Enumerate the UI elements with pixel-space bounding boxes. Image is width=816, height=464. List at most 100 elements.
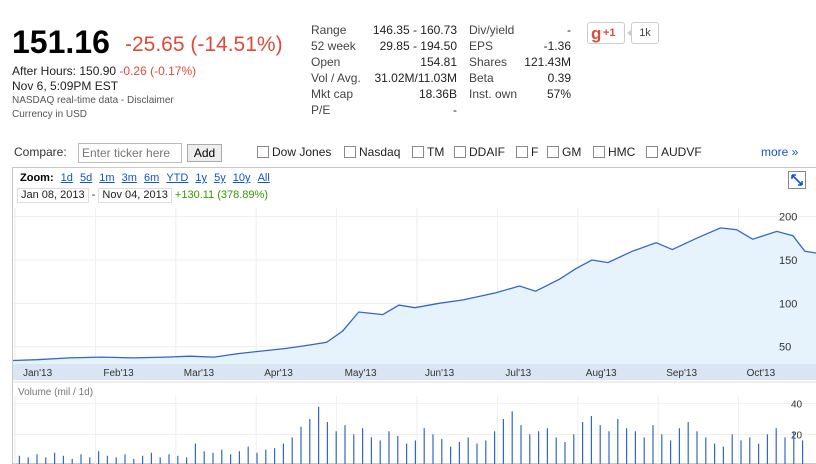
compare-checkbox-f[interactable]: F bbox=[516, 145, 538, 159]
zoom-bar: Zoom: 1d 5d 1m 3m 6m YTD 1y 5y 10y All bbox=[20, 172, 270, 184]
compare-ticker-input[interactable] bbox=[78, 143, 182, 163]
stat-row: Shares 121.43M bbox=[469, 54, 571, 70]
compare-checkbox-hmc[interactable]: HMC bbox=[593, 145, 635, 159]
stat-row: Range 146.35 - 160.73 bbox=[311, 22, 457, 38]
currency-note: Currency in USD bbox=[12, 109, 88, 120]
volume-tick-label: 20 bbox=[791, 430, 803, 441]
zoom-option-5y[interactable]: 5y bbox=[214, 172, 226, 184]
end-date-field[interactable]: Nov 04, 2013 bbox=[98, 188, 172, 203]
zoom-option-1y[interactable]: 1y bbox=[195, 172, 208, 184]
stat-label: Inst. own bbox=[469, 87, 518, 101]
price-change: -25.65 (-14.51%) bbox=[125, 33, 283, 56]
stat-row: EPS -1.36 bbox=[469, 38, 571, 54]
checkbox-icon[interactable] bbox=[646, 146, 658, 158]
volume-tick-label: 40 bbox=[791, 400, 803, 411]
stat-label: Div/yield bbox=[469, 23, 515, 37]
stat-label: Shares bbox=[469, 55, 508, 69]
x-axis-band bbox=[13, 364, 816, 380]
checkbox-icon[interactable] bbox=[344, 146, 356, 158]
quote-timestamp: Nov 6, 5:09PM EST bbox=[12, 79, 119, 93]
google-plus-one-button[interactable]: g +1 bbox=[587, 22, 625, 44]
stat-row: Beta 0.39 bbox=[469, 70, 571, 86]
plus-one-count: 1k bbox=[627, 22, 659, 44]
x-tick-label: Feb'13 bbox=[103, 368, 134, 379]
zoom-option-1m[interactable]: 1m bbox=[99, 172, 115, 184]
add-ticker-button[interactable]: Add bbox=[187, 144, 222, 162]
zoom-option-5d[interactable]: 5d bbox=[79, 172, 93, 184]
chart-canvas[interactable]: 50 100 150 200 Jan'13 Feb'13 Mar'13 Apr'13 May'1… bbox=[13, 168, 816, 464]
key-stats-right: Div/yield - EPS -1.36 Shares 121.43M Beta 0.… bbox=[469, 22, 571, 102]
date-separator: - bbox=[91, 189, 96, 201]
stat-value: 29.85 - 194.50 bbox=[379, 39, 457, 53]
after-hours-change: -0.26 (-0.17%) bbox=[119, 64, 197, 78]
compare-ticker-label: HMC bbox=[608, 145, 636, 159]
compare-ticker-label: F bbox=[531, 145, 539, 159]
stat-row: Inst. own 57% bbox=[469, 86, 571, 102]
compare-checkbox-gm[interactable]: GM bbox=[547, 145, 581, 159]
stat-label: Range bbox=[311, 23, 347, 37]
stat-value: 18.36B bbox=[418, 87, 457, 101]
compare-ticker-label: Nasdaq bbox=[359, 145, 401, 159]
after-hours-price: 150.90 bbox=[79, 64, 117, 78]
x-tick-label: Aug'13 bbox=[586, 368, 617, 379]
stat-label: 52 week bbox=[311, 39, 356, 53]
stat-row: P/E - bbox=[311, 102, 457, 118]
compare-checkbox-nasdaq[interactable]: Nasdaq bbox=[344, 145, 400, 159]
volume-label: Volume (mil / 1d) bbox=[18, 387, 94, 398]
plus-one-label: +1 bbox=[603, 27, 616, 39]
compare-ticker-label: Dow Jones bbox=[272, 145, 332, 159]
zoom-option-6m[interactable]: 6m bbox=[143, 172, 160, 184]
after-hours: After Hours: 150.90 -0.26 (-0.17%) bbox=[12, 64, 196, 78]
checkbox-icon[interactable] bbox=[412, 146, 424, 158]
disclaimer-link[interactable]: NASDAQ real-time data - Disclaimer bbox=[12, 95, 174, 106]
price-chart: Zoom: 1d 5d 1m 3m 6m YTD 1y 5y 10y All J… bbox=[12, 167, 816, 464]
y-tick-label: 150 bbox=[779, 255, 797, 267]
checkbox-icon[interactable] bbox=[516, 146, 528, 158]
stat-value: -1.36 bbox=[543, 39, 571, 53]
checkbox-icon[interactable] bbox=[593, 146, 605, 158]
stat-row: Mkt cap 18.36B bbox=[311, 86, 457, 102]
stat-value: - bbox=[567, 23, 571, 37]
stat-value: 121.43M bbox=[524, 55, 571, 69]
compare-checkbox-audvf[interactable]: AUDVF bbox=[646, 145, 702, 159]
stat-row: 52 week 29.85 - 194.50 bbox=[311, 38, 457, 54]
zoom-option-10y[interactable]: 10y bbox=[232, 172, 251, 184]
stat-value: 0.39 bbox=[547, 71, 571, 85]
compare-checkbox-dow-jones[interactable]: Dow Jones bbox=[257, 145, 331, 159]
stat-row: Div/yield - bbox=[469, 22, 571, 38]
stat-value: 31.02M/11.03M bbox=[374, 71, 458, 85]
start-date-field[interactable]: Jan 08, 2013 bbox=[17, 188, 89, 203]
checkbox-icon[interactable] bbox=[454, 146, 466, 158]
stat-label: EPS bbox=[469, 39, 494, 53]
stat-row: Vol / Avg. 31.02M/11.03M bbox=[311, 70, 457, 86]
compare-ticker-label: AUDVF bbox=[661, 145, 702, 159]
compare-ticker-label: TM bbox=[427, 145, 445, 159]
compare-ticker-label: DDAIF bbox=[469, 145, 505, 159]
x-tick-label: Jan'13 bbox=[23, 368, 53, 379]
stat-label: Beta bbox=[469, 71, 494, 85]
stat-label: Vol / Avg. bbox=[311, 71, 361, 85]
stat-row: Open 154.81 bbox=[311, 54, 457, 70]
checkbox-icon[interactable] bbox=[257, 146, 269, 158]
zoom-option-all[interactable]: All bbox=[257, 172, 270, 184]
zoom-option-1d[interactable]: 1d bbox=[60, 172, 73, 184]
x-tick-label: Apr'13 bbox=[264, 368, 293, 379]
price-line bbox=[13, 227, 816, 362]
compare-checkbox-ddaif[interactable]: DDAIF bbox=[454, 145, 505, 159]
after-hours-label: After Hours: bbox=[12, 64, 77, 78]
x-tick-label: Jul'13 bbox=[505, 368, 531, 379]
compare-checkbox-tm[interactable]: TM bbox=[412, 145, 444, 159]
checkbox-icon[interactable] bbox=[547, 146, 559, 158]
expand-chart-button[interactable] bbox=[788, 171, 806, 189]
y-tick-label: 200 bbox=[779, 212, 797, 224]
stat-value: 146.35 - 160.73 bbox=[372, 23, 457, 37]
stat-label: Mkt cap bbox=[311, 87, 354, 101]
last-price: 151.16 bbox=[12, 24, 110, 60]
zoom-option-3m[interactable]: 3m bbox=[121, 172, 137, 184]
compare-bar: Compare: Add Dow Jones Nasdaq TM DDAIF F… bbox=[12, 141, 816, 165]
y-tick-label: 100 bbox=[779, 298, 797, 310]
more-tickers-link[interactable]: more » bbox=[761, 145, 799, 159]
x-tick-label: Mar'13 bbox=[184, 368, 215, 379]
zoom-option-ytd[interactable]: YTD bbox=[166, 172, 189, 184]
compare-ticker-label: GM bbox=[562, 145, 582, 159]
